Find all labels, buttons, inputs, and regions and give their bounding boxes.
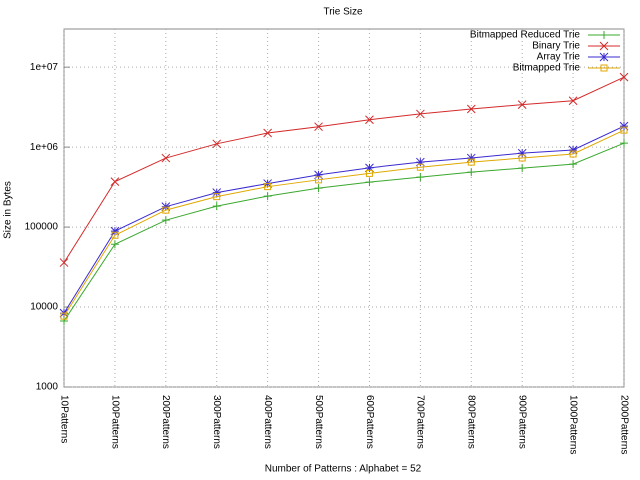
point-marker bbox=[568, 96, 578, 106]
x-axis-label: Number of Patterns : Alphabet = 52 bbox=[265, 464, 422, 475]
x-tick-label: 400Patterns bbox=[262, 395, 273, 449]
x-tick-label: 600Patterns bbox=[364, 395, 375, 449]
y-tick-label: 100000 bbox=[25, 222, 59, 233]
legend-label: Binary Trie bbox=[532, 41, 580, 52]
point-marker bbox=[314, 184, 323, 193]
series-line bbox=[63, 142, 625, 322]
point-marker bbox=[60, 316, 68, 325]
x-tick-label: 300Patterns bbox=[211, 395, 222, 449]
point-marker bbox=[213, 193, 221, 201]
point-marker bbox=[467, 168, 476, 177]
legend-label: Array Trie bbox=[537, 52, 581, 63]
point-marker bbox=[600, 64, 608, 72]
point-marker bbox=[416, 173, 425, 182]
point-marker bbox=[212, 188, 222, 197]
point-marker bbox=[161, 153, 171, 163]
y-tick-label: 1e+06 bbox=[30, 142, 59, 153]
point-marker bbox=[416, 109, 425, 119]
point-marker bbox=[518, 164, 527, 173]
point-marker bbox=[569, 160, 578, 169]
point-marker bbox=[365, 178, 374, 187]
point-marker bbox=[110, 240, 119, 249]
series-line bbox=[63, 76, 625, 263]
point-marker bbox=[619, 72, 629, 82]
point-marker bbox=[599, 52, 609, 62]
point-marker bbox=[315, 176, 323, 184]
legend-label: Bitmapped Reduced Trie bbox=[470, 30, 581, 41]
point-marker bbox=[162, 206, 170, 214]
series-line bbox=[63, 129, 625, 317]
point-marker bbox=[59, 258, 69, 267]
y-tick-label: 10000 bbox=[30, 302, 58, 313]
legend-label: Bitmapped Trie bbox=[513, 63, 581, 74]
point-marker bbox=[110, 226, 120, 236]
point-marker bbox=[517, 100, 527, 109]
point-marker bbox=[264, 183, 272, 191]
point-marker bbox=[620, 139, 628, 148]
x-tick-label: 700Patterns bbox=[415, 395, 426, 449]
x-tick-label: 100Patterns bbox=[109, 395, 120, 449]
y-axis-label: Size in Bytes bbox=[3, 181, 14, 239]
point-marker bbox=[212, 202, 221, 211]
point-marker bbox=[599, 41, 609, 51]
point-marker bbox=[517, 148, 527, 158]
x-tick-label: 2000Patterns bbox=[618, 395, 629, 455]
point-marker bbox=[365, 115, 374, 125]
point-marker bbox=[60, 312, 68, 320]
point-marker bbox=[314, 122, 323, 132]
chart-title: Trie Size bbox=[323, 7, 363, 18]
point-marker bbox=[568, 145, 578, 155]
point-marker bbox=[161, 216, 170, 225]
point-marker bbox=[263, 192, 272, 201]
x-tick-label: 800Patterns bbox=[466, 395, 477, 449]
point-marker bbox=[365, 163, 374, 173]
point-marker bbox=[365, 169, 373, 177]
series-line bbox=[63, 125, 625, 314]
point-marker bbox=[212, 139, 222, 149]
point-marker bbox=[263, 128, 272, 138]
point-marker bbox=[466, 104, 476, 114]
x-tick-label: 500Patterns bbox=[313, 395, 324, 449]
point-marker bbox=[111, 231, 119, 239]
point-marker bbox=[466, 153, 476, 163]
x-tick-label: 900Patterns bbox=[517, 395, 528, 449]
point-marker bbox=[467, 158, 475, 166]
point-marker bbox=[416, 157, 425, 167]
point-marker bbox=[314, 170, 323, 180]
point-marker bbox=[110, 177, 120, 186]
x-tick-label: 200Patterns bbox=[160, 395, 171, 449]
point-marker bbox=[600, 31, 608, 39]
point-marker bbox=[569, 150, 577, 158]
point-marker bbox=[619, 121, 629, 131]
x-tick-label: 10Patterns bbox=[58, 395, 69, 443]
point-marker bbox=[620, 126, 628, 134]
y-tick-label: 1000 bbox=[36, 382, 59, 393]
point-marker bbox=[416, 163, 424, 171]
y-tick-label: 1e+07 bbox=[30, 62, 59, 73]
x-tick-label: 1000Patterns bbox=[567, 395, 578, 455]
point-marker bbox=[518, 154, 526, 162]
